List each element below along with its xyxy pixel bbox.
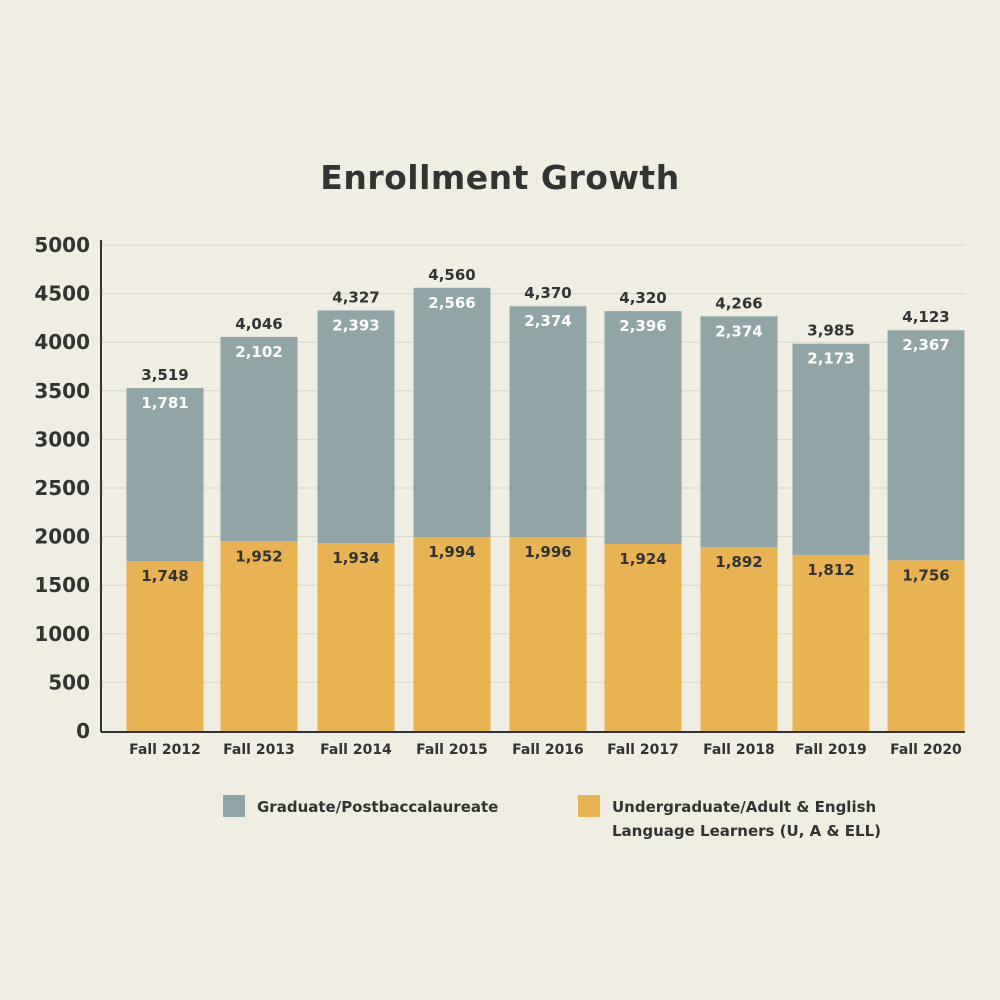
bar-graduate <box>317 310 395 544</box>
data-label-undergraduate: 1,748 <box>141 567 188 585</box>
data-label-undergraduate: 1,924 <box>619 550 666 568</box>
bar-undergraduate <box>220 541 298 731</box>
y-tick-label: 3500 <box>34 379 90 403</box>
data-label-total: 4,266 <box>715 294 762 312</box>
data-label-graduate: 2,566 <box>428 294 475 312</box>
data-label-graduate: 2,374 <box>524 312 571 330</box>
data-label-total: 4,046 <box>235 315 282 333</box>
data-label-total: 4,123 <box>902 308 949 326</box>
bar-graduate <box>700 316 778 548</box>
data-label-undergraduate: 1,996 <box>524 543 571 561</box>
data-label-total: 4,370 <box>524 284 571 302</box>
data-label-total: 3,985 <box>807 322 854 340</box>
data-label-undergraduate: 1,892 <box>715 553 762 571</box>
data-label-graduate: 1,781 <box>141 394 188 412</box>
data-label-total: 4,320 <box>619 289 666 307</box>
bar-undergraduate <box>887 560 965 731</box>
x-tick-label: Fall 2012 <box>129 742 201 758</box>
bar-graduate <box>509 306 587 537</box>
legend-item-undergraduate: Undergraduate/Adult & English Language L… <box>578 795 881 843</box>
y-tick-label: 4000 <box>34 330 90 354</box>
y-tick-label: 3000 <box>34 427 90 451</box>
y-tick-label: 2500 <box>34 476 90 500</box>
bar-undergraduate <box>604 543 682 731</box>
x-tick-label: Fall 2014 <box>320 742 392 758</box>
data-label-graduate: 2,367 <box>902 336 949 354</box>
legend-swatch-graduate <box>223 795 245 817</box>
bar-undergraduate <box>792 554 870 731</box>
bar-undergraduate <box>700 547 778 731</box>
y-tick-label: 1500 <box>34 573 90 597</box>
x-tick-label: Fall 2020 <box>890 742 962 758</box>
bar-graduate <box>126 387 204 562</box>
chart-title: Enrollment Growth <box>320 158 680 197</box>
bar-graduate <box>413 287 491 538</box>
bar-graduate <box>604 311 682 544</box>
y-tick-label: 500 <box>48 670 90 694</box>
y-tick-label: 1000 <box>34 622 90 646</box>
legend-label-undergraduate-line1: Undergraduate/Adult & English <box>612 798 877 816</box>
y-tick-label: 5000 <box>34 233 90 257</box>
bar-undergraduate <box>509 536 587 731</box>
data-label-total: 4,327 <box>332 288 379 306</box>
data-label-total: 3,519 <box>141 366 188 384</box>
bar-undergraduate <box>413 537 491 731</box>
bar-undergraduate <box>317 543 395 731</box>
data-label-undergraduate: 1,756 <box>902 566 949 584</box>
bar-graduate <box>887 330 965 561</box>
y-tick-label: 4500 <box>34 282 90 306</box>
x-tick-label: Fall 2017 <box>607 742 679 758</box>
data-label-undergraduate: 1,994 <box>428 543 475 561</box>
data-label-graduate: 2,173 <box>807 350 854 368</box>
data-label-graduate: 2,393 <box>332 316 379 334</box>
legend-swatch-undergraduate <box>578 795 600 817</box>
data-label-graduate: 2,102 <box>235 343 282 361</box>
legend-item-graduate: Graduate/Postbaccalaureate <box>223 795 498 819</box>
x-tick-label: Fall 2015 <box>416 742 488 758</box>
data-label-graduate: 2,374 <box>715 322 762 340</box>
legend-label-graduate: Graduate/Postbaccalaureate <box>257 798 499 816</box>
data-label-undergraduate: 1,812 <box>807 561 854 579</box>
y-tick-label: 0 <box>76 719 90 743</box>
legend-label-undergraduate-line2: Language Learners (U, A & ELL) <box>612 822 881 840</box>
data-label-total: 4,560 <box>428 266 475 284</box>
x-tick-label: Fall 2019 <box>795 742 867 758</box>
x-tick-label: Fall 2018 <box>703 742 775 758</box>
y-tick-label: 2000 <box>34 525 90 549</box>
x-tick-label: Fall 2016 <box>512 742 584 758</box>
data-label-undergraduate: 1,952 <box>235 547 282 565</box>
data-label-undergraduate: 1,934 <box>332 549 379 567</box>
x-tick-label: Fall 2013 <box>223 742 295 758</box>
bar-graduate <box>220 336 298 542</box>
bar-graduate <box>792 343 870 555</box>
bar-undergraduate <box>126 561 204 731</box>
data-label-graduate: 2,396 <box>619 317 666 335</box>
